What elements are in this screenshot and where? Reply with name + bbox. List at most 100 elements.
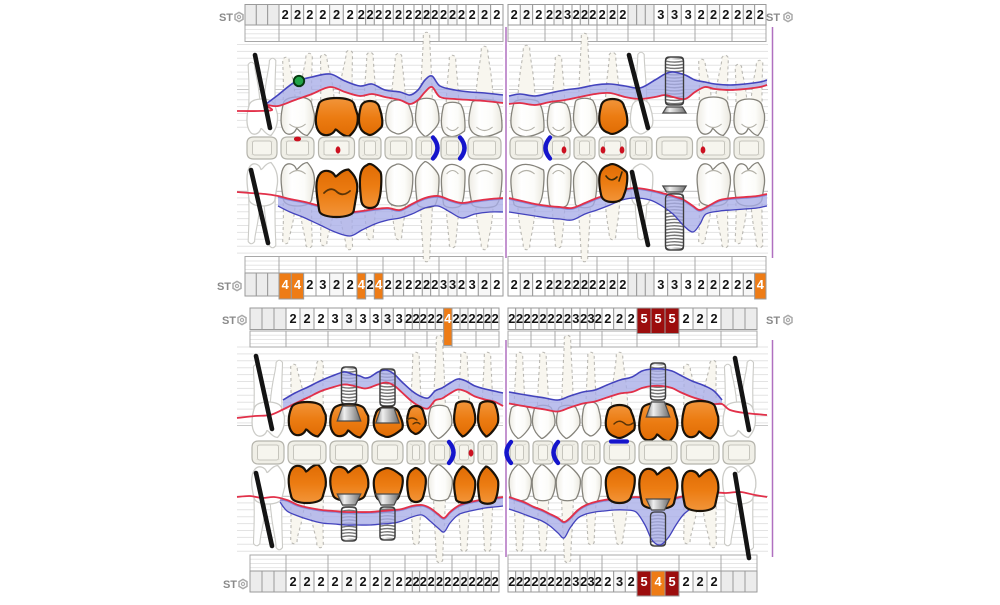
svg-text:2: 2 — [710, 7, 717, 22]
svg-text:2: 2 — [449, 7, 456, 22]
svg-text:2: 2 — [564, 277, 571, 292]
svg-text:2: 2 — [595, 574, 602, 589]
svg-text:3: 3 — [345, 311, 352, 326]
svg-text:2: 2 — [458, 277, 465, 292]
svg-text:2: 2 — [604, 574, 611, 589]
svg-text:2: 2 — [317, 574, 324, 589]
svg-text:2: 2 — [722, 7, 729, 22]
svg-text:2: 2 — [484, 311, 491, 326]
svg-text:2: 2 — [436, 311, 443, 326]
svg-text:2: 2 — [580, 311, 587, 326]
svg-text:2: 2 — [452, 574, 459, 589]
svg-text:2: 2 — [460, 311, 467, 326]
svg-text:2: 2 — [423, 277, 430, 292]
svg-text:5: 5 — [654, 311, 661, 326]
svg-text:2: 2 — [385, 7, 392, 22]
svg-text:2: 2 — [333, 7, 340, 22]
svg-text:2: 2 — [511, 277, 518, 292]
svg-text:2: 2 — [423, 7, 430, 22]
svg-text:2: 2 — [531, 311, 538, 326]
svg-text:ST: ST — [219, 12, 233, 24]
svg-text:2: 2 — [460, 574, 467, 589]
svg-text:2: 2 — [333, 277, 340, 292]
svg-text:ST: ST — [766, 12, 780, 24]
svg-text:2: 2 — [492, 574, 499, 589]
svg-text:2: 2 — [468, 574, 475, 589]
svg-text:2: 2 — [539, 311, 546, 326]
svg-text:2: 2 — [395, 7, 402, 22]
svg-text:2: 2 — [345, 574, 352, 589]
svg-text:2: 2 — [476, 574, 483, 589]
svg-text:2: 2 — [581, 7, 588, 22]
svg-text:2: 2 — [516, 574, 523, 589]
svg-text:2: 2 — [428, 574, 435, 589]
svg-text:ST: ST — [223, 579, 237, 591]
svg-text:2: 2 — [372, 574, 379, 589]
svg-text:2: 2 — [395, 277, 402, 292]
svg-text:3: 3 — [564, 7, 571, 22]
svg-text:2: 2 — [564, 574, 571, 589]
svg-text:2: 2 — [698, 7, 705, 22]
svg-text:2: 2 — [734, 277, 741, 292]
svg-text:2: 2 — [452, 311, 459, 326]
svg-text:2: 2 — [581, 277, 588, 292]
svg-text:4: 4 — [358, 277, 366, 292]
svg-text:3: 3 — [384, 311, 391, 326]
svg-text:2: 2 — [405, 277, 412, 292]
svg-text:2: 2 — [722, 277, 729, 292]
svg-text:2: 2 — [710, 311, 717, 326]
svg-text:2: 2 — [523, 277, 530, 292]
svg-text:2: 2 — [366, 277, 373, 292]
svg-text:2: 2 — [531, 574, 538, 589]
svg-text:2: 2 — [628, 311, 635, 326]
svg-text:2: 2 — [556, 574, 563, 589]
svg-text:2: 2 — [523, 7, 530, 22]
svg-text:3: 3 — [319, 277, 326, 292]
svg-text:2: 2 — [385, 277, 392, 292]
svg-text:2: 2 — [405, 7, 412, 22]
svg-text:2: 2 — [595, 311, 602, 326]
svg-text:ST: ST — [217, 281, 231, 293]
svg-text:2: 2 — [436, 574, 443, 589]
svg-text:2: 2 — [609, 277, 616, 292]
svg-text:2: 2 — [420, 574, 427, 589]
svg-text:2: 2 — [492, 311, 499, 326]
svg-text:2: 2 — [619, 7, 626, 22]
svg-text:2: 2 — [303, 574, 310, 589]
svg-text:2: 2 — [476, 311, 483, 326]
svg-text:2: 2 — [696, 311, 703, 326]
svg-text:2: 2 — [384, 574, 391, 589]
svg-text:2: 2 — [420, 311, 427, 326]
svg-text:2: 2 — [375, 7, 382, 22]
svg-text:5: 5 — [668, 311, 675, 326]
svg-text:2: 2 — [481, 7, 488, 22]
svg-text:2: 2 — [431, 7, 438, 22]
svg-text:2: 2 — [306, 7, 313, 22]
svg-text:2: 2 — [303, 311, 310, 326]
svg-text:2: 2 — [511, 7, 518, 22]
svg-text:2: 2 — [289, 311, 296, 326]
svg-text:2: 2 — [535, 7, 542, 22]
svg-text:2: 2 — [682, 574, 689, 589]
svg-text:4: 4 — [444, 311, 452, 326]
svg-text:2: 2 — [331, 574, 338, 589]
svg-text:2: 2 — [745, 7, 752, 22]
svg-text:3: 3 — [616, 574, 623, 589]
svg-text:ST: ST — [222, 315, 236, 327]
svg-text:2: 2 — [319, 7, 326, 22]
svg-text:2: 2 — [619, 277, 626, 292]
svg-text:2: 2 — [347, 7, 354, 22]
svg-text:2: 2 — [599, 7, 606, 22]
svg-text:2: 2 — [599, 277, 606, 292]
svg-text:2: 2 — [415, 7, 422, 22]
svg-text:3: 3 — [657, 277, 664, 292]
svg-text:3: 3 — [671, 7, 678, 22]
svg-text:2: 2 — [508, 574, 515, 589]
svg-text:4: 4 — [757, 277, 765, 292]
svg-text:2: 2 — [609, 7, 616, 22]
svg-text:2: 2 — [546, 277, 553, 292]
svg-text:2: 2 — [555, 277, 562, 292]
svg-text:3: 3 — [685, 277, 692, 292]
svg-text:2: 2 — [282, 7, 289, 22]
svg-text:5: 5 — [668, 574, 675, 589]
